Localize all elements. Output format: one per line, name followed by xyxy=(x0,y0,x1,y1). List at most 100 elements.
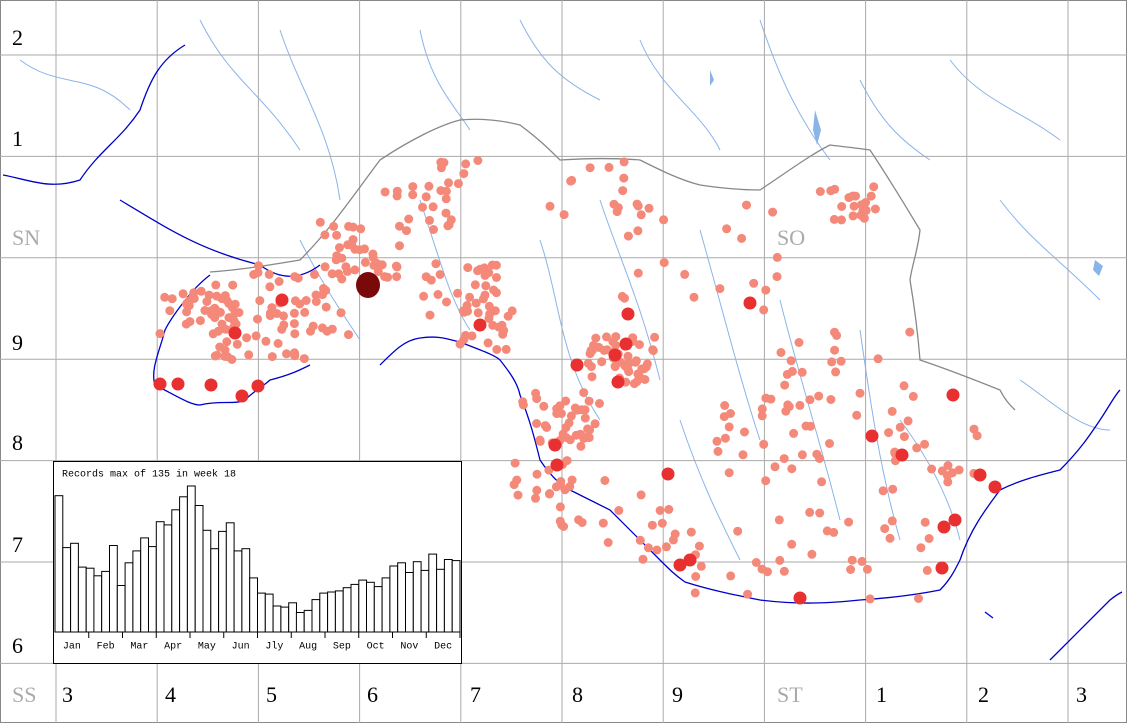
month-label: Jly xyxy=(265,641,283,653)
record-dot xyxy=(545,201,555,211)
record-dot-high xyxy=(661,467,675,481)
record-dot xyxy=(772,252,782,262)
record-dot xyxy=(532,469,542,479)
record-dot xyxy=(428,202,438,212)
month-label: Jan xyxy=(63,642,81,653)
week-bar xyxy=(327,591,336,633)
record-dot xyxy=(887,516,897,526)
record-dot xyxy=(862,564,872,574)
record-dot xyxy=(659,215,669,225)
record-dot xyxy=(786,356,796,366)
record-dot xyxy=(612,207,622,217)
record-dot xyxy=(927,464,937,474)
record-dot xyxy=(689,292,699,302)
record-dot xyxy=(712,436,722,446)
week-bar xyxy=(405,572,414,633)
record-dot xyxy=(610,361,620,371)
week-bar xyxy=(358,579,368,633)
record-dot xyxy=(954,465,964,475)
record-dot-high xyxy=(550,458,564,472)
row-label: 7 xyxy=(12,532,23,557)
week-bar xyxy=(428,553,438,633)
record-dot xyxy=(187,293,197,303)
record-dot xyxy=(584,396,594,406)
record-dot xyxy=(402,226,411,236)
record-dot xyxy=(903,416,913,426)
record-dot-high xyxy=(611,375,625,389)
record-dot xyxy=(895,422,905,432)
record-dot xyxy=(418,202,427,212)
record-dot xyxy=(567,175,577,185)
column-label: 5 xyxy=(266,682,277,707)
record-dot xyxy=(224,313,234,323)
record-dot xyxy=(757,404,767,414)
week-bar xyxy=(163,524,173,633)
record-dot xyxy=(234,308,244,317)
record-dot-high xyxy=(548,438,562,452)
record-dot xyxy=(861,198,871,207)
record-dot xyxy=(690,588,700,598)
record-dot xyxy=(383,272,393,282)
record-dot xyxy=(680,269,690,279)
record-dot xyxy=(441,186,451,196)
week-bar xyxy=(303,609,313,633)
record-dot-high xyxy=(895,448,909,462)
record-dot xyxy=(652,545,662,555)
record-dot xyxy=(737,233,747,243)
record-dot xyxy=(195,316,205,326)
record-dot xyxy=(815,508,825,518)
record-dot xyxy=(812,449,822,459)
record-dot xyxy=(595,399,604,408)
record-dot xyxy=(779,454,789,464)
record-dot xyxy=(282,349,291,359)
record-dot xyxy=(738,450,748,460)
record-dot xyxy=(231,319,241,329)
record-dot xyxy=(513,490,523,500)
record-dot xyxy=(920,439,930,449)
record-dot-high xyxy=(619,337,633,351)
record-dot xyxy=(847,555,857,565)
month-label: Mar xyxy=(130,642,148,653)
record-dot xyxy=(585,163,595,173)
record-dot-high xyxy=(621,307,635,321)
record-dot xyxy=(232,339,242,349)
row-label: 1 xyxy=(12,126,23,151)
record-dot xyxy=(425,215,434,225)
record-dot xyxy=(797,367,807,377)
record-dot xyxy=(724,468,734,478)
week-bar xyxy=(241,548,251,633)
record-dot xyxy=(761,476,771,486)
record-dot-high xyxy=(988,480,1002,494)
record-dot xyxy=(196,286,206,296)
record-dot xyxy=(661,542,671,552)
record-dot xyxy=(392,272,402,282)
record-dot xyxy=(473,308,483,318)
record-dot xyxy=(852,410,862,420)
record-dot xyxy=(801,421,811,431)
record-dot xyxy=(722,224,732,234)
record-dot xyxy=(807,549,817,559)
record-dot xyxy=(805,395,815,405)
record-dot xyxy=(220,351,230,361)
record-dot xyxy=(633,268,643,278)
record-dot xyxy=(167,294,177,304)
inset-title: Records max of 135 in week 18 xyxy=(62,469,236,481)
record-dot xyxy=(518,400,528,410)
record-dot xyxy=(832,330,842,340)
record-dot xyxy=(873,354,883,364)
week-bar xyxy=(210,548,220,633)
month-label: Aug xyxy=(299,642,317,653)
record-dot xyxy=(829,214,839,224)
record-dot xyxy=(870,204,880,214)
record-dot xyxy=(202,297,212,307)
record-dot xyxy=(344,330,353,340)
week-bar xyxy=(412,561,422,633)
record-dot xyxy=(619,157,629,167)
row-label: SN xyxy=(12,225,40,250)
coastline xyxy=(2,44,1123,661)
record-dot xyxy=(498,329,508,339)
record-dot xyxy=(531,493,540,503)
record-dot xyxy=(782,369,792,379)
record-dot xyxy=(473,266,483,276)
record-dot xyxy=(640,363,650,372)
